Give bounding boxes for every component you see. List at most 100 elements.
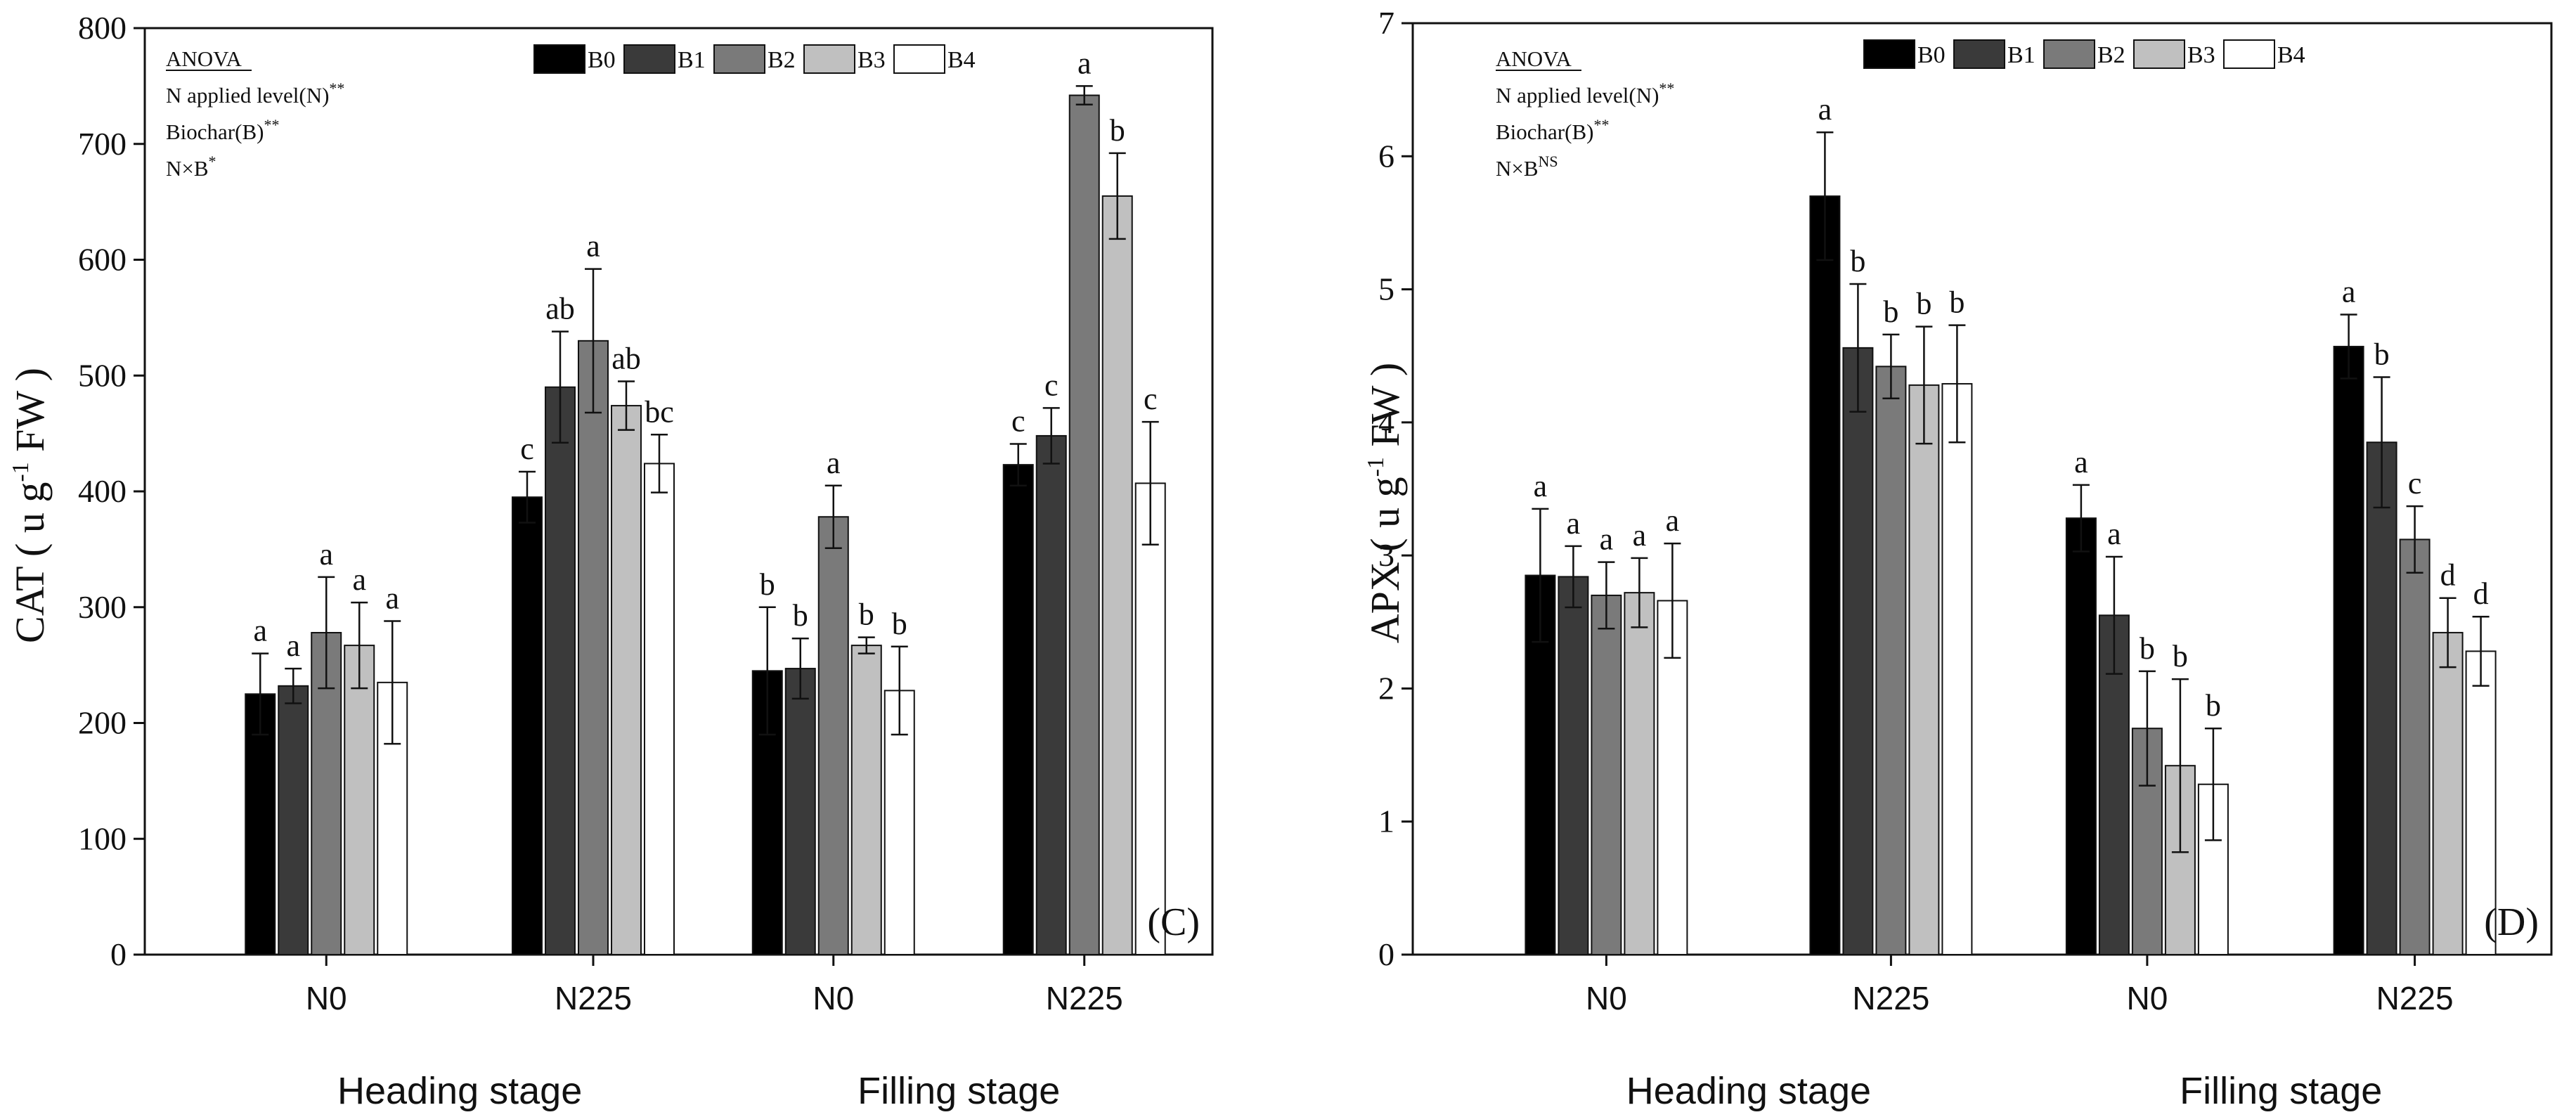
bar-b1 bbox=[1842, 347, 1874, 956]
y-tick-label: 5 bbox=[1378, 271, 1394, 307]
significance-letter: b bbox=[2374, 337, 2390, 372]
significance-letter: a bbox=[253, 614, 267, 648]
significance-letter: b bbox=[1850, 244, 1865, 278]
bar-b2 bbox=[1875, 366, 1907, 955]
anova-line: N applied level(N)** bbox=[1496, 79, 1674, 108]
x-tick-label: N0 bbox=[306, 980, 347, 1016]
y-axis-label-main: CAT ( u g bbox=[7, 482, 53, 643]
y-axis-label-tail: FW ) bbox=[7, 368, 53, 462]
significance-letter: c bbox=[1144, 382, 1158, 416]
anova-line-sup: ** bbox=[329, 79, 344, 97]
y-axis-label-main: APX ( u g bbox=[1362, 477, 1408, 643]
y-tick-label: 400 bbox=[78, 473, 127, 509]
legend-label-b4: B4 bbox=[947, 47, 976, 73]
y-axis-label-tail: FW ) bbox=[1362, 363, 1408, 457]
y-tick-label: 7 bbox=[1378, 5, 1394, 41]
bar-b0 bbox=[511, 496, 543, 955]
y-axis-label: APX ( u g-1 FW ) bbox=[1362, 363, 1408, 643]
significance-letter: a bbox=[2074, 445, 2088, 479]
bar-b4 bbox=[2465, 650, 2497, 956]
y-tick-label: 0 bbox=[1378, 936, 1394, 972]
significance-letter: a bbox=[1666, 503, 1680, 538]
significance-letter: c bbox=[2408, 466, 2422, 501]
bar-b4 bbox=[1134, 482, 1166, 955]
significance-letter: d bbox=[2473, 576, 2489, 611]
significance-letter: b bbox=[793, 598, 808, 633]
significance-letter: b bbox=[859, 598, 874, 632]
legend-swatch-b1 bbox=[623, 44, 675, 74]
x-tick-label: N225 bbox=[1046, 980, 1123, 1016]
significance-letter: ab bbox=[611, 341, 641, 375]
legend-label-b3: B3 bbox=[2187, 42, 2215, 68]
x-tick-label: N225 bbox=[555, 980, 632, 1016]
significance-letter: a bbox=[286, 628, 300, 663]
bar-b0 bbox=[2065, 517, 2097, 955]
legend-label-b1: B1 bbox=[2007, 42, 2035, 68]
y-tick-label: 100 bbox=[78, 820, 127, 856]
anova-line: N×BNS bbox=[1496, 153, 1558, 181]
significance-letter: c bbox=[1011, 403, 1025, 438]
bar-b1 bbox=[784, 668, 816, 955]
significance-letter: a bbox=[827, 446, 841, 480]
significance-letter: a bbox=[352, 562, 366, 597]
bar-b3 bbox=[1101, 195, 1133, 956]
anova-line-sup: ** bbox=[264, 116, 279, 134]
legend-label-b1: B1 bbox=[678, 47, 706, 73]
group-label-filling-stage: Filling stage bbox=[2180, 1070, 2382, 1112]
significance-letter: a bbox=[1633, 518, 1647, 553]
y-tick-label: 3 bbox=[1378, 537, 1394, 573]
anova-title: ANOVA bbox=[1496, 46, 1572, 71]
significance-letter: b bbox=[892, 607, 907, 641]
anova-line-text: N×B bbox=[166, 156, 209, 181]
legend-swatch-b0 bbox=[1863, 39, 1915, 69]
bar-b1 bbox=[278, 685, 309, 956]
legend-label-b3: B3 bbox=[857, 47, 886, 73]
legend-swatch-b2 bbox=[2043, 39, 2095, 69]
y-tick-label: 800 bbox=[78, 10, 127, 46]
plot-frame bbox=[1411, 22, 2553, 956]
anova-line-text: N applied level(N) bbox=[166, 83, 329, 108]
group-label-heading-stage: Heading stage bbox=[1626, 1070, 1871, 1112]
bar-b3 bbox=[1624, 592, 1655, 955]
anova-line-sup: ** bbox=[1659, 79, 1674, 97]
anova-line-text: Biochar(B) bbox=[166, 120, 264, 144]
y-tick-label: 0 bbox=[110, 936, 127, 972]
legend-swatch-b4 bbox=[893, 44, 945, 74]
significance-letter: b bbox=[1949, 285, 1965, 320]
legend-label-b0: B0 bbox=[588, 47, 616, 73]
x-tick-label: N0 bbox=[1586, 980, 1627, 1016]
chart-panel-1: 0 100 200 300 400 500 600 700 800 CAT ( u g-1 FW … bbox=[7, 10, 1214, 1112]
bar-b2 bbox=[1591, 594, 1622, 956]
x-tick-label: N0 bbox=[2126, 980, 2168, 1016]
significance-letter: d bbox=[2440, 558, 2456, 593]
significance-letter: a bbox=[1534, 469, 1548, 503]
bar-b0 bbox=[2333, 345, 2364, 955]
bar-b3 bbox=[850, 645, 882, 955]
significance-letter: c bbox=[1044, 368, 1059, 402]
y-axis-label-sup: -1 bbox=[1363, 457, 1389, 477]
bar-b1 bbox=[544, 386, 576, 955]
anova-line: Biochar(B)** bbox=[1496, 116, 1609, 144]
bar-b1 bbox=[2366, 441, 2397, 955]
y-tick-label: 4 bbox=[1378, 404, 1394, 440]
y-tick-label: 1 bbox=[1378, 803, 1394, 839]
legend-label-b0: B0 bbox=[1917, 42, 1946, 68]
panel-label: (D) bbox=[2484, 900, 2539, 944]
anova-line: Biochar(B)** bbox=[166, 116, 279, 144]
bar-b1 bbox=[1035, 434, 1067, 955]
y-axis-label-sup: -1 bbox=[8, 462, 34, 482]
bar-b4 bbox=[1657, 600, 1688, 955]
significance-letter: a bbox=[1600, 522, 1614, 557]
significance-letter: c bbox=[520, 432, 534, 466]
y-tick-label: 6 bbox=[1378, 138, 1394, 174]
x-tick-label: N225 bbox=[2376, 980, 2454, 1016]
y-tick-label: 600 bbox=[78, 242, 127, 278]
legend-label-b2: B2 bbox=[768, 47, 796, 73]
significance-letter: a bbox=[2107, 517, 2121, 551]
legend-swatch-b3 bbox=[2133, 39, 2185, 69]
y-tick-label: 200 bbox=[78, 705, 127, 741]
significance-letter: b bbox=[2173, 639, 2188, 673]
significance-letter: b bbox=[1883, 295, 1898, 329]
significance-letter: b bbox=[1110, 113, 1125, 148]
